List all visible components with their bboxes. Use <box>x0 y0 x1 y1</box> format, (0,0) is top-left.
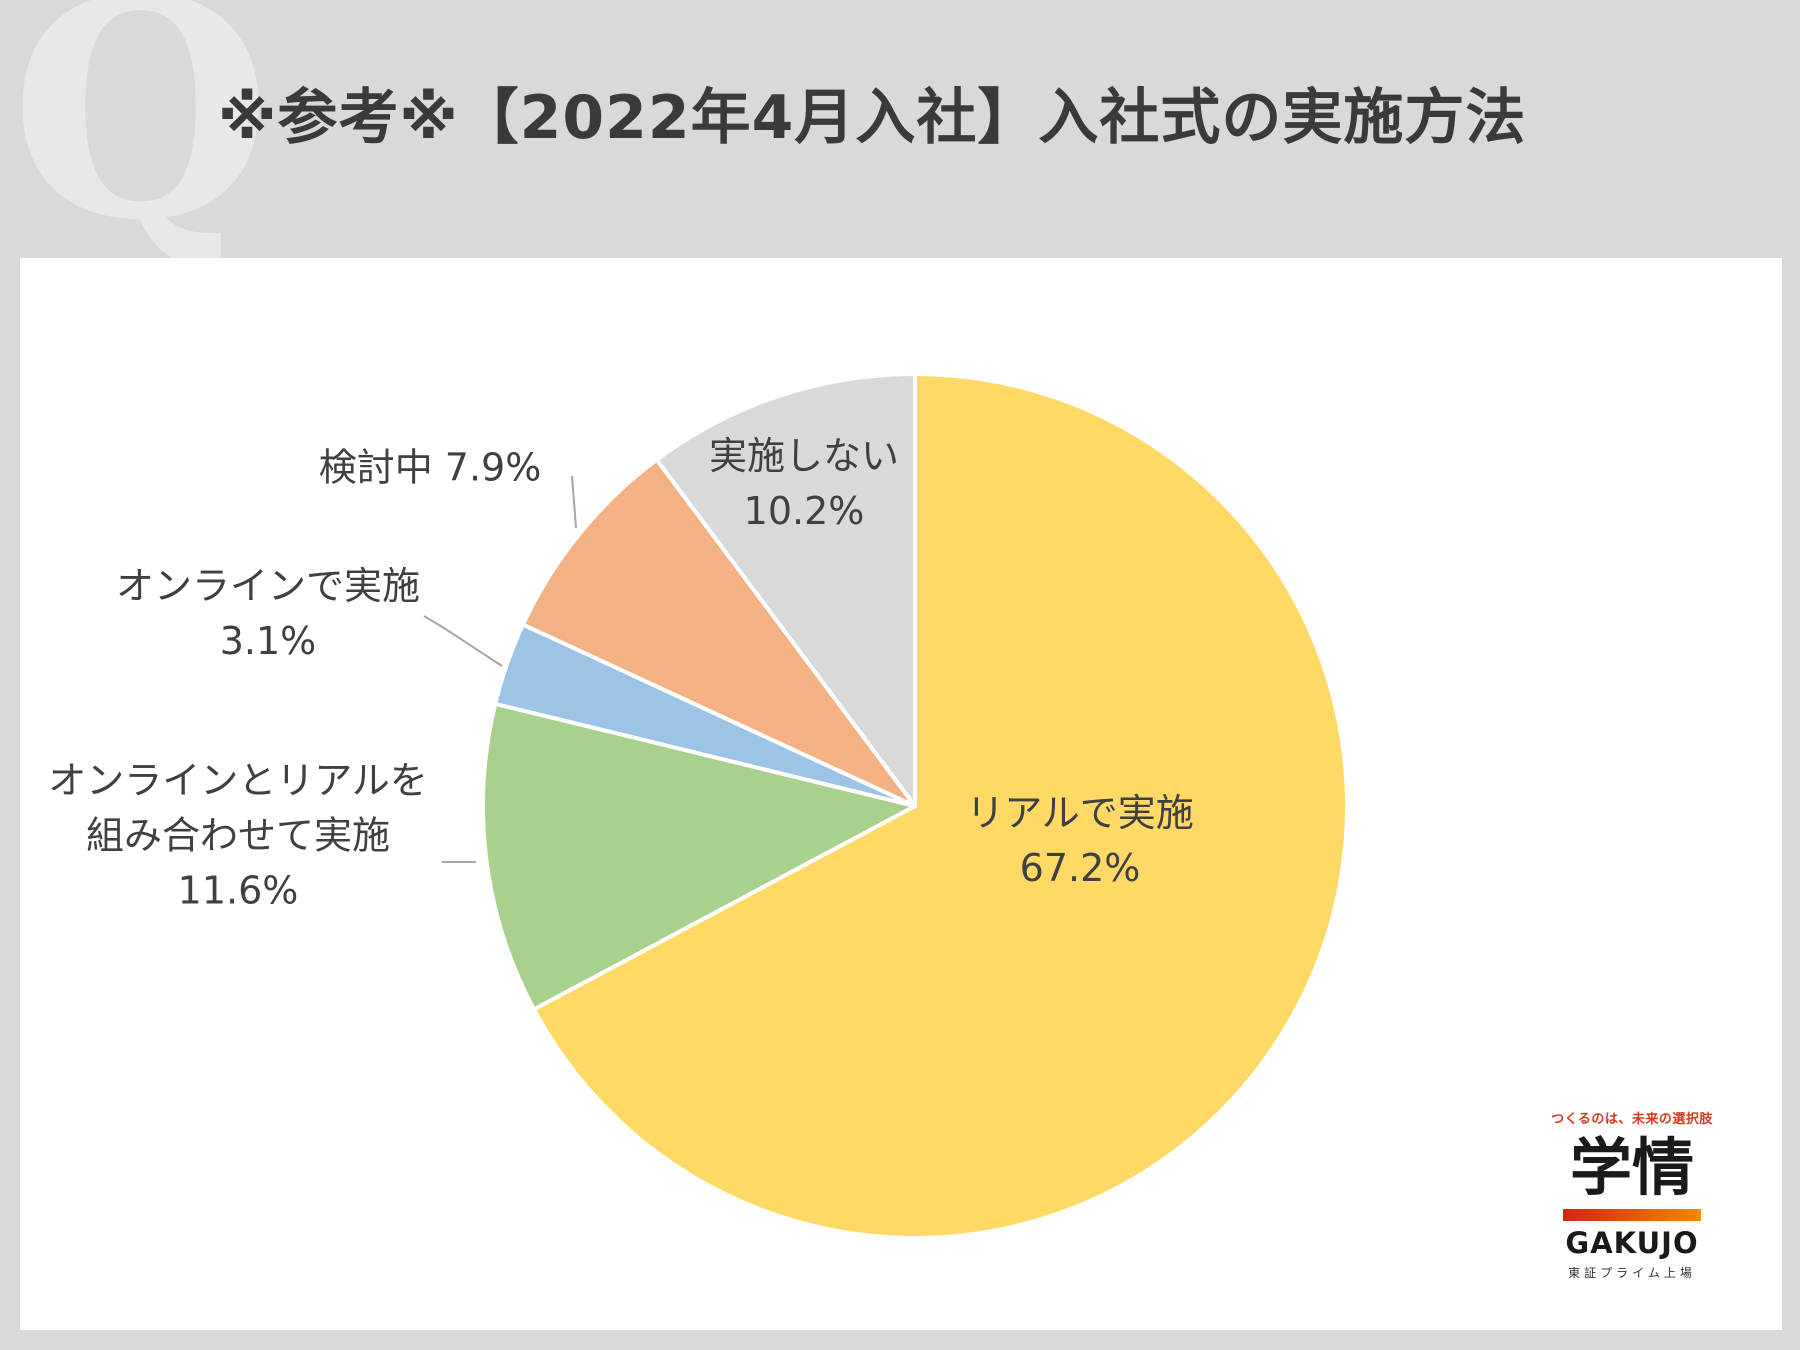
slice-label-not-held: 実施しない <box>709 434 899 478</box>
chart-panel: リアルで実施 67.2% オンラインとリアルを 組み合わせて実施 11.6% オンラインで… <box>20 258 1782 1330</box>
logo-kanji: 学情 <box>1569 1131 1694 1204</box>
logo-sub: 東証プライム上場 <box>1568 1266 1696 1280</box>
leader-line-online <box>423 615 503 667</box>
pie-slice-real <box>531 372 1349 1240</box>
leader-line-considering <box>571 475 577 529</box>
page-title: ※参考※【2022年4月入社】入社式の実施方法 <box>218 83 1527 153</box>
logo-bar <box>1563 1209 1701 1221</box>
slice-label-online: 3.1% <box>220 619 317 663</box>
slice-label-hybrid: オンラインとリアルを <box>48 759 428 803</box>
slice-label-hybrid: 組み合わせて実施 <box>86 814 390 858</box>
slice-label-hybrid: 11.6% <box>178 869 299 913</box>
slice-label-real: リアルで実施 <box>966 791 1194 835</box>
q-mark-decoration: Q <box>10 0 272 286</box>
logo-name: GAKUJO <box>1565 1226 1699 1260</box>
slice-label-online: オンラインで実施 <box>116 564 420 608</box>
logo-tagline: つくるのは、未来の選択肢 <box>1551 1112 1713 1127</box>
gakujo-logo: つくるのは、未来の選択肢 学情 GAKUJO 東証プライム上場 <box>1542 1108 1722 1281</box>
pie-slice-not-held <box>654 372 917 808</box>
slice-label-real: 67.2% <box>1020 846 1141 890</box>
pie-slice-considering <box>520 457 917 808</box>
slice-label-considering: 検討中 7.9% <box>319 446 542 490</box>
slice-label-not-held: 10.2% <box>744 489 865 533</box>
